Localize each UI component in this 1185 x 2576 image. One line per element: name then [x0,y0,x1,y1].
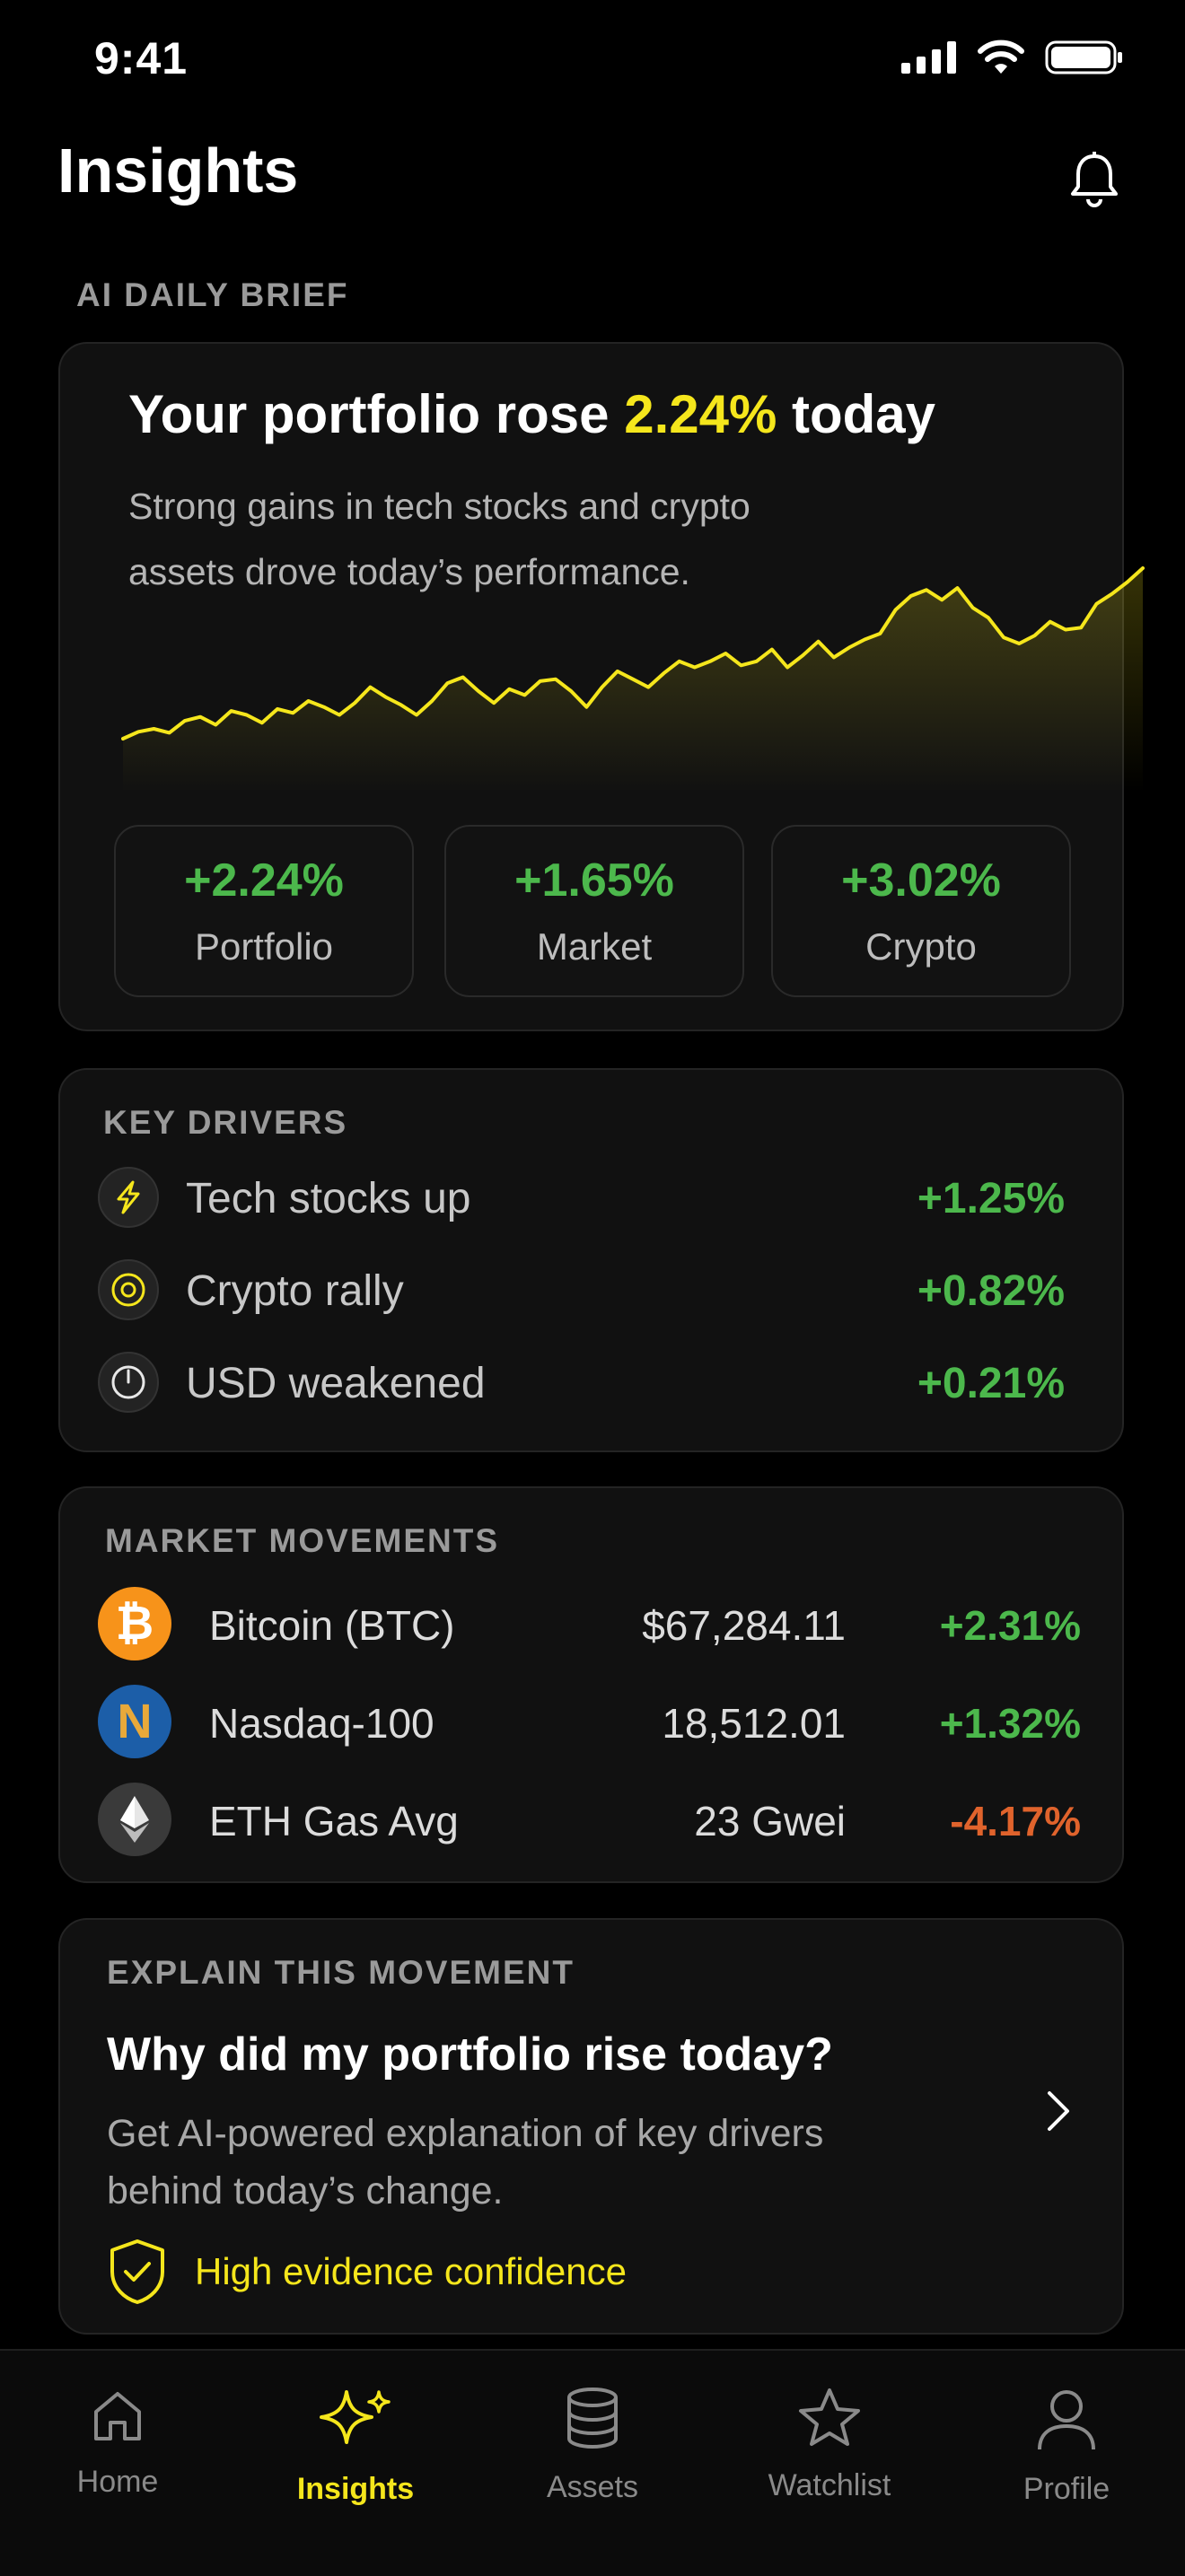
asset-change: +1.32% [939,1700,1081,1747]
driver-label: Tech stocks up [186,1175,471,1222]
movement-row[interactable]: ₿ Bitcoin (BTC) $67,284.11 +2.31% [60,1583,1122,1664]
bitcoin-symbol: ₿ [115,1597,154,1651]
nasdaq-symbol: N [117,1695,153,1748]
driver-row[interactable]: Tech stocks up +1.25% [60,1161,1122,1233]
shield-check-icon [110,2239,164,2304]
movement-row[interactable]: N Nasdaq-100 18,512.01 +1.32% [60,1681,1122,1762]
database-icon [567,2388,618,2449]
asset-name: Bitcoin (BTC) [209,1602,455,1649]
stat-label: Market [536,925,653,968]
explain-section-label: EXPLAIN THIS MOVEMENT [107,1954,575,1991]
tab-home[interactable]: Home [28,2387,207,2500]
stat-value: +2.24% [184,854,344,907]
asset-price: $67,284.11 [642,1602,846,1649]
chart-line [121,566,1145,740]
brief-summary: Strong gains in tech stocks and crypto a… [128,486,750,592]
explain-movement-card[interactable]: EXPLAIN THIS MOVEMENT Why did my portfol… [58,1918,1124,2335]
chevron-right-icon[interactable] [1045,2089,1072,2134]
battery-icon [1045,40,1122,74]
wifi-icon [978,39,1024,74]
driver-value: +1.25% [917,1175,1065,1222]
tab-watchlist[interactable]: Watchlist [740,2387,919,2503]
stat-portfolio: +2.24% Portfolio [114,825,414,997]
movement-row[interactable]: ETH Gas Avg 23 Gwei -4.17% [60,1779,1122,1860]
asset-change: -4.17% [950,1798,1081,1844]
lightning-icon [98,1167,159,1228]
person-icon [1038,2390,1095,2450]
movements-section-label: MARKET MOVEMENTS [105,1522,499,1559]
daily-brief-card: Your portfolio rose 2.24% today Strong g… [58,342,1145,1031]
tab-profile[interactable]: Profile [977,2387,1156,2507]
home-icon [94,2392,141,2440]
driver-row[interactable]: Crypto rally +0.82% [60,1254,1122,1326]
driver-value: +0.82% [917,1267,1065,1315]
headline-pre: Your portfolio rose [128,384,625,444]
stat-label: Crypto [865,925,977,968]
nasdaq-icon: N [98,1685,171,1758]
bitcoin-icon: ₿ [98,1587,171,1660]
sparkle-icon [320,2390,391,2444]
market-movements-card: MARKET MOVEMENTS ₿ Bitcoin (BTC) $67,284… [58,1486,1124,1883]
gauge-icon [98,1352,159,1413]
status-time: 9:41 [94,33,189,83]
driver-label: Crypto rally [186,1267,404,1315]
stat-label: Portfolio [194,925,334,968]
tab-assets[interactable]: Assets [503,2387,682,2505]
stat-value: +3.02% [841,854,1001,907]
portfolio-chart [121,566,1145,793]
ethereum-icon [98,1783,171,1856]
explain-question: Why did my portfolio rise today? [107,2028,833,2081]
tab-label: Insights [296,2472,415,2506]
asset-name: Nasdaq-100 [209,1700,434,1747]
driver-row[interactable]: USD weakened +0.21% [60,1346,1122,1418]
brief-headline: Your portfolio rose 2.24% today [128,383,935,445]
confidence-badge: High evidence confidence [107,2238,627,2306]
asset-price: 23 Gwei [694,1798,846,1844]
drivers-section-label: KEY DRIVERS [103,1104,348,1141]
stat-value: +1.65% [514,854,674,907]
confidence-text: High evidence confidence [195,2250,627,2292]
tab-label: Profile [1023,2472,1110,2506]
headline-value: 2.24% [624,384,777,444]
bell-icon[interactable] [1066,151,1122,210]
tab-label: Watchlist [768,2468,891,2502]
brief-section-label: AI DAILY BRIEF [76,276,349,313]
signal-icon [901,41,956,74]
asset-name: ETH Gas Avg [209,1798,459,1844]
headline-post: today [777,384,936,444]
tab-label: Assets [546,2470,639,2504]
key-drivers-card: KEY DRIVERS Tech stocks up +1.25% Crypto… [58,1068,1124,1452]
stat-crypto: +3.02% Crypto [771,825,1071,997]
asset-price: 18,512.01 [662,1700,846,1747]
status-icons [901,39,1124,75]
tab-bar: Home Insights Assets Watchlist Profile [0,2349,1185,2576]
driver-label: USD weakened [186,1360,486,1407]
asset-change: +2.31% [939,1602,1081,1649]
tab-insights[interactable]: Insights [266,2387,445,2507]
tab-label: Home [76,2465,159,2499]
page-title: Insights [57,136,299,206]
star-icon [799,2388,860,2446]
stat-market: +1.65% Market [444,825,744,997]
driver-value: +0.21% [917,1360,1065,1407]
explain-description: Get AI-powered explanation of key driver… [107,2112,824,2212]
target-icon [98,1259,159,1320]
